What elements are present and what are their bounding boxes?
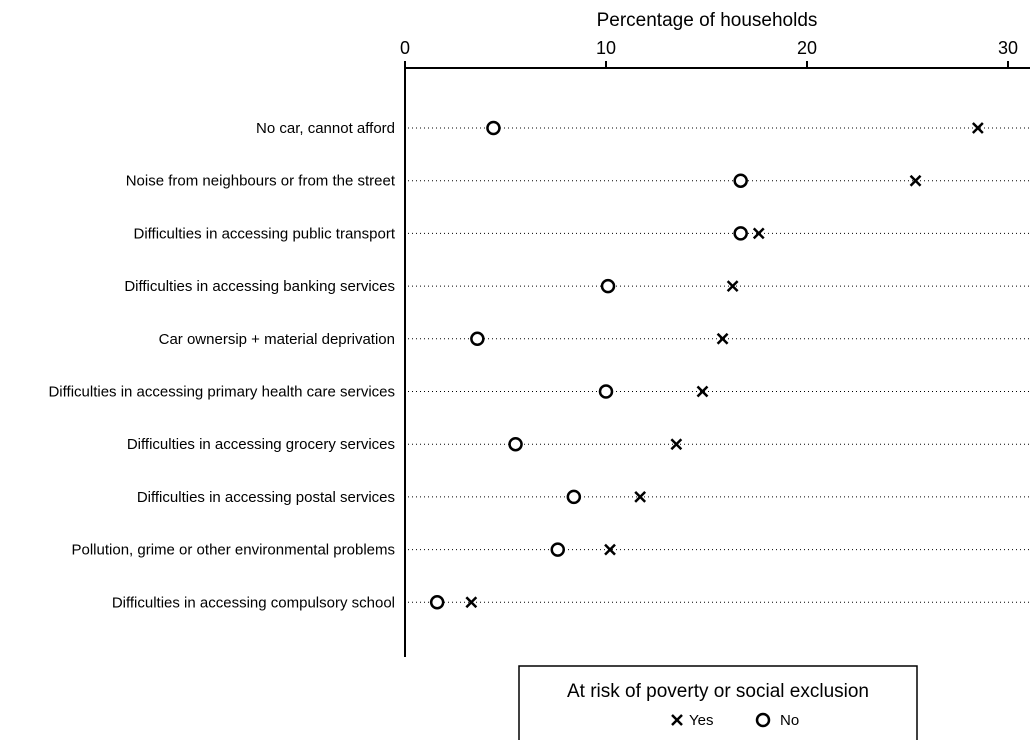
point-no <box>566 489 582 505</box>
category-row: Difficulties in accessing public transpo… <box>133 225 1030 242</box>
point-no <box>470 331 485 347</box>
point-yes <box>465 596 478 609</box>
category-label: Difficulties in accessing postal service… <box>137 489 395 506</box>
legend-entry-no: No <box>755 712 799 729</box>
category-row: Difficulties in accessing postal service… <box>137 489 1030 506</box>
point-yes <box>604 543 616 556</box>
category-label: Difficulties in accessing public transpo… <box>133 225 395 242</box>
x-tick-label: 0 <box>400 38 410 58</box>
category-label: No car, cannot afford <box>256 120 395 137</box>
point-yes <box>726 280 739 292</box>
point-no <box>733 173 748 188</box>
legend-label-no: No <box>780 712 799 729</box>
point-no <box>429 595 445 610</box>
category-row: Noise from neighbours or from the street <box>126 173 1030 190</box>
point-no <box>550 542 566 557</box>
category-row: Difficulties in accessing compulsory sch… <box>112 594 1030 611</box>
category-rows: No car, cannot afford Noise from neighbou… <box>48 120 1030 611</box>
legend: At risk of poverty or social exclusion Y… <box>518 665 918 740</box>
x-tick-label: 20 <box>797 38 817 58</box>
category-label: Difficulties in accessing primary health… <box>48 384 395 401</box>
legend-marker-circle <box>755 712 771 728</box>
category-row: Car ownersip + material deprivation <box>159 331 1030 348</box>
point-no <box>600 278 616 294</box>
point-yes <box>909 174 922 187</box>
category-label: Difficulties in accessing compulsory sch… <box>112 594 395 611</box>
legend-entries: Yes No <box>671 712 799 729</box>
x-axis: 0 10 20 30 <box>400 38 1030 657</box>
legend-label-yes: Yes <box>689 712 713 729</box>
point-yes <box>716 332 729 345</box>
point-yes <box>971 122 984 134</box>
category-label: Car ownersip + material deprivation <box>159 331 395 348</box>
legend-title: At risk of poverty or social exclusion <box>567 681 869 702</box>
point-no <box>733 226 748 241</box>
category-row: Pollution, grime or other environmental … <box>72 542 1030 559</box>
legend-box <box>518 665 918 740</box>
point-no <box>598 384 614 399</box>
category-label: Difficulties in accessing grocery servic… <box>127 436 395 453</box>
point-yes <box>696 385 709 398</box>
legend-entry-yes: Yes <box>671 712 713 729</box>
point-no <box>508 436 523 452</box>
category-label: Pollution, grime or other environmental … <box>72 542 396 559</box>
category-row: Difficulties in accessing grocery servic… <box>127 436 1030 453</box>
category-label: Difficulties in accessing banking servic… <box>124 278 395 295</box>
category-row: Difficulties in accessing banking servic… <box>124 278 1030 295</box>
point-no <box>486 120 501 136</box>
point-yes <box>670 438 683 451</box>
category-row: No car, cannot afford <box>256 120 1030 137</box>
x-axis-title: Percentage of households <box>597 10 818 31</box>
category-row: Difficulties in accessing primary health… <box>48 384 1030 401</box>
legend-marker-cross <box>671 714 683 726</box>
point-yes <box>752 227 765 240</box>
point-yes <box>634 491 647 503</box>
x-tick-label: 30 <box>998 38 1018 58</box>
x-tick-label: 10 <box>596 38 616 58</box>
category-label: Noise from neighbours or from the street <box>126 173 396 190</box>
